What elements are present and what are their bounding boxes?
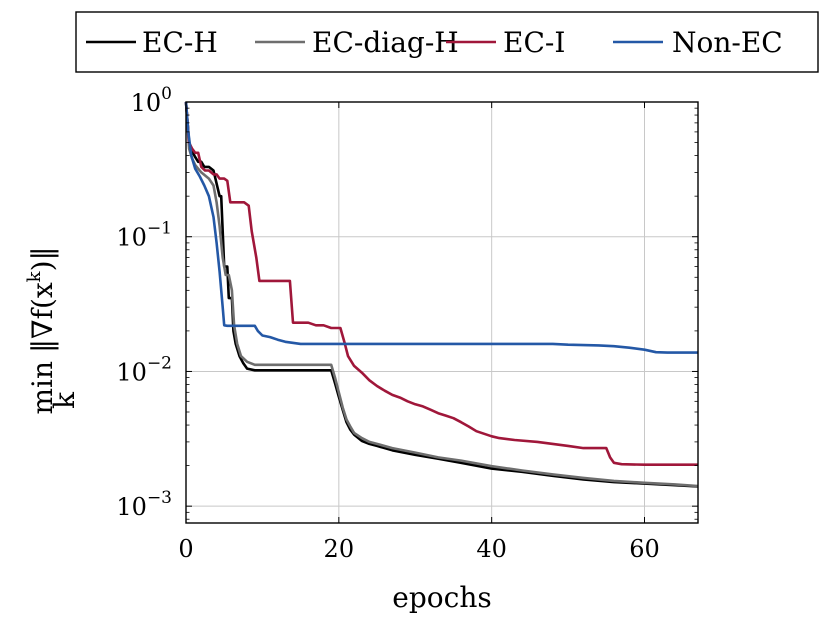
x-tick-label: 20 [324, 535, 355, 563]
legend-label-0: EC-H [142, 26, 218, 59]
y-label-expr: ‖∇f(x [26, 282, 59, 353]
x-tick-label: 60 [629, 535, 660, 563]
x-axis-label: epochs [392, 581, 491, 614]
x-tick-label: 0 [178, 535, 193, 563]
y-tick-label: 100 [131, 84, 172, 117]
series-line-ec-i [184, 101, 698, 467]
series-group [184, 101, 699, 488]
y-label-sup: k [24, 270, 45, 282]
plot-frame [185, 101, 699, 524]
y-tick-label: 10−3 [116, 488, 172, 521]
y-axis-label: min‖∇f(xk)‖k [24, 246, 81, 414]
series-line-non-ec [184, 101, 698, 354]
y-tick-exp: 0 [161, 84, 172, 104]
y-label-main: min ‖∇f(xk)‖ [24, 246, 59, 414]
legend-label-2: EC-I [503, 26, 565, 59]
y-tick-exp: −2 [147, 353, 172, 373]
y-tick-base: 10 [131, 89, 162, 117]
y-tick-exp: −3 [147, 488, 172, 508]
y-label-close: )‖ [26, 246, 59, 271]
y-label-min: min [26, 361, 59, 415]
legend: EC-H EC-diag-H EC-I Non-EC [75, 11, 819, 73]
y-tick-exp: −1 [147, 219, 172, 239]
series-line-ec-h [184, 101, 699, 488]
x-tick-label: 40 [476, 535, 507, 563]
y-tick-label: 10−1 [116, 219, 172, 252]
y-label-sub: k [48, 391, 81, 409]
series-line-ec-diag-h [184, 101, 699, 488]
legend-label-1: EC-diag-H [312, 26, 459, 59]
y-tick-base: 10 [116, 493, 147, 521]
legend-label-3: Non-EC [672, 26, 783, 59]
y-tick-base: 10 [116, 358, 147, 386]
y-tick-base: 10 [116, 224, 147, 252]
y-tick-label: 10−2 [116, 353, 172, 386]
